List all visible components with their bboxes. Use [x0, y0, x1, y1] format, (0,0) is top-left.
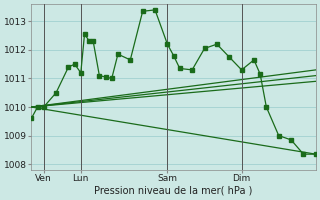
X-axis label: Pression niveau de la mer( hPa ): Pression niveau de la mer( hPa ) [94, 186, 253, 196]
